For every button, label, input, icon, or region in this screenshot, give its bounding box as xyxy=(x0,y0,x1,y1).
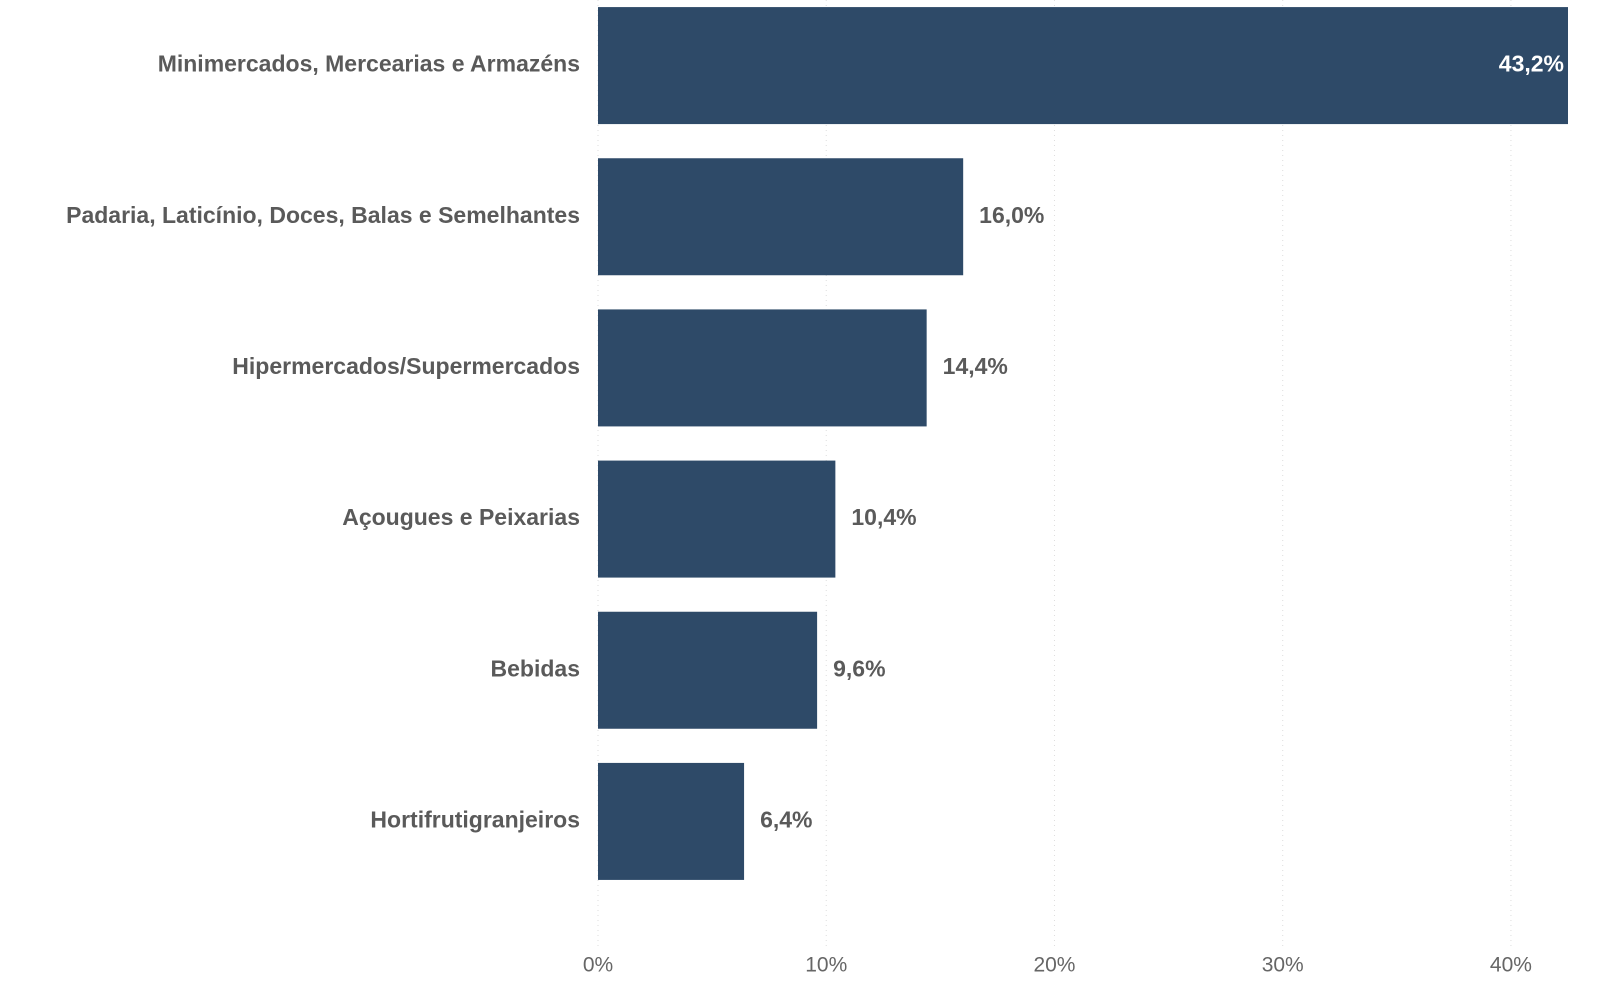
bar xyxy=(598,309,927,427)
bar xyxy=(598,158,964,276)
x-tick-label: 30% xyxy=(1262,954,1304,977)
y-tick-label: Açougues e Peixarias xyxy=(342,504,580,530)
value-label: 6,4% xyxy=(760,806,812,832)
x-tick-label: 20% xyxy=(1033,954,1075,977)
value-label: 16,0% xyxy=(979,202,1044,228)
bar xyxy=(598,762,745,880)
y-tick-label: Bebidas xyxy=(491,655,580,681)
value-label: 43,2% xyxy=(1499,51,1564,77)
y-tick-label: Padaria, Laticínio, Doces, Balas e Semel… xyxy=(66,202,580,228)
y-tick-label: Hipermercados/Supermercados xyxy=(232,353,580,379)
value-label: 9,6% xyxy=(833,655,885,681)
x-tick-label: 40% xyxy=(1490,954,1532,977)
value-label: 14,4% xyxy=(943,353,1008,379)
value-label: 10,4% xyxy=(851,504,916,530)
bar xyxy=(598,460,836,578)
plot-area xyxy=(598,7,1568,880)
bar xyxy=(598,611,818,729)
x-tick-label: 0% xyxy=(583,954,613,977)
y-tick-label: Minimercados, Mercearias e Armazéns xyxy=(158,51,580,77)
x-tick-label: 10% xyxy=(805,954,847,977)
y-tick-label: Hortifrutigranjeiros xyxy=(370,806,580,832)
bar xyxy=(598,7,1568,125)
